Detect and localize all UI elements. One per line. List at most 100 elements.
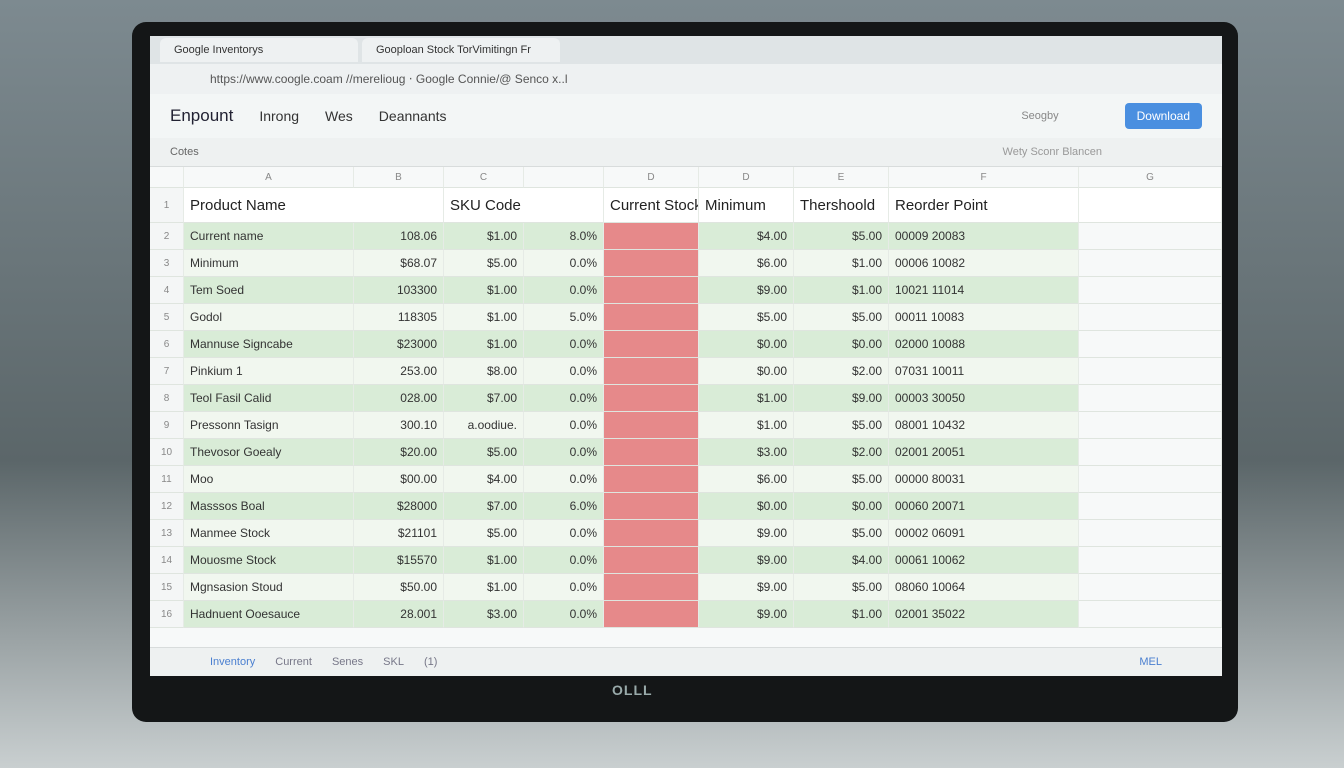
cell[interactable]: 0.0% — [524, 412, 604, 439]
cell[interactable]: $5.00 — [794, 574, 889, 601]
cell[interactable]: $5.00 — [444, 439, 524, 466]
cell[interactable]: 02001 20051 — [889, 439, 1079, 466]
cell[interactable]: $0.00 — [699, 331, 794, 358]
cell[interactable]: $5.00 — [699, 304, 794, 331]
cell[interactable]: 28.001 — [354, 601, 444, 628]
cell[interactable]: $9.00 — [699, 547, 794, 574]
sheet-tab[interactable]: Inventory — [210, 656, 256, 668]
cell[interactable]: $7.00 — [444, 493, 524, 520]
stock-cell[interactable] — [604, 439, 699, 466]
cell[interactable]: 00009 20083 — [889, 223, 1079, 250]
cell[interactable]: 0.0% — [524, 385, 604, 412]
cell[interactable]: 00061 10062 — [889, 547, 1079, 574]
cell[interactable]: $1.00 — [444, 331, 524, 358]
sheet-tab[interactable]: Current — [275, 656, 312, 668]
stock-cell[interactable] — [604, 277, 699, 304]
cell[interactable]: $0.00 — [794, 493, 889, 520]
cell[interactable]: $6.00 — [699, 466, 794, 493]
cell[interactable]: $5.00 — [794, 304, 889, 331]
stock-cell[interactable] — [604, 358, 699, 385]
cell[interactable]: 0.0% — [524, 547, 604, 574]
cell[interactable]: 0.0% — [524, 250, 604, 277]
cell[interactable]: Tem Soed — [184, 277, 354, 304]
url[interactable]: https://www.coogle.coam //merelioug ‧ Go… — [210, 72, 568, 86]
cell[interactable]: 8.0% — [524, 223, 604, 250]
cell[interactable]: $1.00 — [794, 277, 889, 304]
cell[interactable]: $8.00 — [444, 358, 524, 385]
cell[interactable]: 02001 35022 — [889, 601, 1079, 628]
cell[interactable]: $15570 — [354, 547, 444, 574]
cell[interactable]: 253.00 — [354, 358, 444, 385]
cell[interactable]: $2.00 — [794, 439, 889, 466]
cell[interactable]: $9.00 — [699, 574, 794, 601]
cell[interactable]: 0.0% — [524, 574, 604, 601]
filter[interactable]: Wety Sconr Blancen — [1002, 146, 1102, 158]
cell[interactable]: $9.00 — [794, 385, 889, 412]
stock-cell[interactable] — [604, 412, 699, 439]
sheet-tab[interactable]: (1) — [423, 656, 438, 668]
cell[interactable]: $00.00 — [354, 466, 444, 493]
toolbar-item[interactable]: Cotes — [170, 146, 199, 158]
stock-cell[interactable] — [604, 520, 699, 547]
stock-cell[interactable] — [604, 331, 699, 358]
cell[interactable]: 0.0% — [524, 466, 604, 493]
cell[interactable]: 0.0% — [524, 358, 604, 385]
stock-cell[interactable] — [604, 250, 699, 277]
cell[interactable]: $2.00 — [794, 358, 889, 385]
stock-cell[interactable] — [604, 547, 699, 574]
cell[interactable]: $5.00 — [794, 520, 889, 547]
cell[interactable]: Thevosor Goealy — [184, 439, 354, 466]
cell[interactable]: 02000 10088 — [889, 331, 1079, 358]
cell[interactable]: $1.00 — [699, 385, 794, 412]
cell[interactable]: Teol Fasil Calid — [184, 385, 354, 412]
cell[interactable]: Current name — [184, 223, 354, 250]
browser-tab[interactable]: Google Inventorys — [160, 38, 358, 62]
cell[interactable]: Minimum — [184, 250, 354, 277]
cell[interactable]: $1.00 — [444, 547, 524, 574]
cell[interactable]: $5.00 — [444, 520, 524, 547]
cell[interactable]: $0.00 — [699, 493, 794, 520]
cell[interactable]: $1.00 — [699, 412, 794, 439]
sheet-tab[interactable]: Senes — [331, 656, 364, 668]
sheet-tab[interactable]: SKL — [383, 656, 404, 668]
cell[interactable]: 00060 20071 — [889, 493, 1079, 520]
cell[interactable]: 08001 10432 — [889, 412, 1079, 439]
cell[interactable]: 0.0% — [524, 439, 604, 466]
cell[interactable]: Pinkium 1 — [184, 358, 354, 385]
cell[interactable]: 028.00 — [354, 385, 444, 412]
cell[interactable]: 0.0% — [524, 601, 604, 628]
stock-cell[interactable] — [604, 223, 699, 250]
cell[interactable]: $1.00 — [444, 223, 524, 250]
cell[interactable]: $28000 — [354, 493, 444, 520]
address-bar[interactable]: https://www.coogle.coam //merelioug ‧ Go… — [150, 64, 1222, 94]
cell[interactable]: 6.0% — [524, 493, 604, 520]
cell[interactable]: Moo — [184, 466, 354, 493]
cell[interactable]: 0.0% — [524, 331, 604, 358]
cell[interactable]: 07031 10011 — [889, 358, 1079, 385]
cell[interactable]: 00003 30050 — [889, 385, 1079, 412]
cell[interactable]: $5.00 — [794, 412, 889, 439]
cell[interactable]: $68.07 — [354, 250, 444, 277]
cell[interactable]: 00000 80031 — [889, 466, 1079, 493]
menu-item[interactable]: Deannants — [378, 108, 447, 124]
cell[interactable]: $1.00 — [444, 277, 524, 304]
search[interactable]: Seogby — [1021, 110, 1059, 122]
cell[interactable]: 103300 — [354, 277, 444, 304]
cell[interactable]: $1.00 — [794, 250, 889, 277]
cell[interactable]: 300.10 — [354, 412, 444, 439]
cell[interactable]: $20.00 — [354, 439, 444, 466]
cell[interactable]: $5.00 — [444, 250, 524, 277]
cell[interactable]: 00011 10083 — [889, 304, 1079, 331]
cell[interactable]: Mannuse Signcabe — [184, 331, 354, 358]
menu-item[interactable]: Wes — [325, 108, 353, 124]
cell[interactable]: $4.00 — [699, 223, 794, 250]
stock-cell[interactable] — [604, 466, 699, 493]
cell[interactable]: 00006 10082 — [889, 250, 1079, 277]
cell[interactable]: 00002 06091 — [889, 520, 1079, 547]
stock-cell[interactable] — [604, 493, 699, 520]
cell[interactable]: $5.00 — [794, 223, 889, 250]
cell[interactable]: $5.00 — [794, 466, 889, 493]
cell[interactable]: $9.00 — [699, 520, 794, 547]
cell[interactable]: $23000 — [354, 331, 444, 358]
cell[interactable]: 0.0% — [524, 520, 604, 547]
